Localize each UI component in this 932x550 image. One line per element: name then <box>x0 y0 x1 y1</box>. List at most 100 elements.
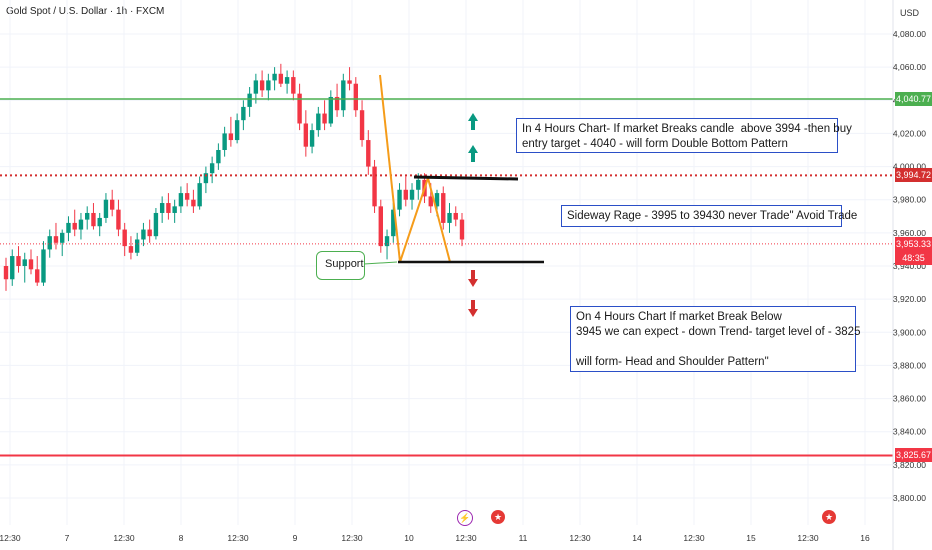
candle-body <box>35 269 40 283</box>
candle-body <box>409 189 415 200</box>
candle-body <box>116 209 121 230</box>
candle-body <box>216 150 221 164</box>
support-label[interactable]: Support <box>316 251 365 280</box>
candle-body <box>341 80 346 111</box>
candle-body <box>178 193 184 207</box>
lightning-icon[interactable]: ⚡ <box>457 510 473 526</box>
x-tick-label: 12:30 <box>569 533 591 543</box>
price-tag-green: 4,040.77 <box>895 92 932 106</box>
candle-body <box>347 80 352 84</box>
arrow-up-icon <box>468 113 478 130</box>
candle-body <box>253 80 259 94</box>
candle-body <box>428 196 433 207</box>
candle-body <box>247 93 252 107</box>
y-tick-label: 3,920.00 <box>893 294 926 304</box>
candle-body <box>434 193 440 207</box>
candle-body <box>378 206 383 247</box>
candle-body <box>209 163 215 174</box>
y-tick-label: 3,840.00 <box>893 427 926 437</box>
sideways-top-line <box>413 175 519 181</box>
x-tick-label: 7 <box>65 533 70 543</box>
candle-body <box>309 130 315 147</box>
candle-body <box>384 236 390 247</box>
y-tick-label: 3,880.00 <box>893 360 926 370</box>
candle-body <box>103 199 109 218</box>
currency-label[interactable]: USD <box>900 8 920 18</box>
candle-body <box>191 199 196 207</box>
candle-body <box>228 133 234 141</box>
y-tick-label: 4,060.00 <box>893 62 926 72</box>
buy-annotation[interactable]: In 4 Hours Chart- If market Breaks candl… <box>516 118 852 153</box>
arrow-up-icon <box>468 145 478 162</box>
trend-line-down-2 <box>427 177 451 263</box>
candle-body <box>41 249 46 283</box>
x-tick-label: 8 <box>179 533 184 543</box>
candle-body <box>16 256 21 266</box>
candle-body <box>85 212 90 220</box>
candle-body <box>197 183 202 207</box>
candle-body <box>372 166 377 207</box>
candle-body <box>122 229 127 247</box>
candle-body <box>3 266 9 280</box>
candle-body <box>134 239 140 253</box>
y-tick-label: 3,800.00 <box>893 493 926 503</box>
candles <box>3 63 465 291</box>
x-tick-label: 16 <box>860 533 870 543</box>
candle-body <box>272 73 277 81</box>
arrow-down-icon <box>468 270 478 287</box>
candle-body <box>172 206 177 213</box>
y-tick-label: 3,860.00 <box>893 394 926 404</box>
sideways-annotation[interactable]: Sideway Rage - 3995 to 39430 never Trade… <box>561 205 857 227</box>
candle-body <box>159 203 165 213</box>
candle-body <box>447 212 452 223</box>
us-flag-icon[interactable]: ★ <box>491 510 505 524</box>
candle-body <box>391 209 396 237</box>
candle-body <box>72 222 77 230</box>
candle-body <box>291 77 296 94</box>
candle-body <box>278 73 284 84</box>
candle-body <box>353 83 359 111</box>
candle-body <box>91 212 96 227</box>
chart-title: Gold Spot / U.S. Dollar · 1h · FXCM <box>6 6 165 17</box>
candle-body <box>97 217 102 227</box>
candle-body <box>397 189 402 210</box>
candle-body <box>316 113 321 131</box>
candle-body <box>53 236 59 243</box>
x-tick-label: 12:30 <box>0 533 21 543</box>
x-tick-label: 11 <box>519 533 528 543</box>
y-tick-label: 3,960.00 <box>893 228 926 238</box>
price-tag-red: 3,825.67 <box>895 448 932 463</box>
y-tick-label: 4,080.00 <box>893 29 926 39</box>
candle-body <box>266 80 271 91</box>
candle-body <box>47 236 52 250</box>
grid <box>0 0 893 525</box>
x-tick-label: 12:30 <box>227 533 249 543</box>
y-tick-label: 3,980.00 <box>893 195 926 205</box>
candle-body <box>78 219 84 230</box>
x-tick-label: 10 <box>404 533 414 543</box>
x-tick-label: 12:30 <box>797 533 819 543</box>
candle-body <box>147 229 152 237</box>
candle-body <box>141 229 146 240</box>
candle-body <box>416 179 421 190</box>
candle-body <box>334 96 340 111</box>
candle-body <box>441 193 446 223</box>
candle-body <box>366 140 371 167</box>
us-flag-icon[interactable]: ★ <box>822 510 836 524</box>
arrow-down-icon <box>468 300 478 317</box>
y-tick-label: 4,020.00 <box>893 128 926 138</box>
candle-body <box>203 173 209 184</box>
candle-body <box>234 120 240 141</box>
candle-body <box>28 259 34 270</box>
sell-annotation[interactable]: On 4 Hours Chart If market Break Below 3… <box>570 306 860 372</box>
y-tick-label: 3,820.00 <box>893 460 926 470</box>
candle-body <box>66 222 71 233</box>
candle-body <box>303 123 309 147</box>
countdown-tag: 48:35 <box>895 250 932 265</box>
candle-body <box>297 93 302 124</box>
candle-body <box>10 256 15 280</box>
x-tick-label: 12:30 <box>455 533 477 543</box>
support-pointer <box>363 261 398 265</box>
y-axis: 4,080.004,060.004,040.004,020.004,000.00… <box>892 0 926 550</box>
